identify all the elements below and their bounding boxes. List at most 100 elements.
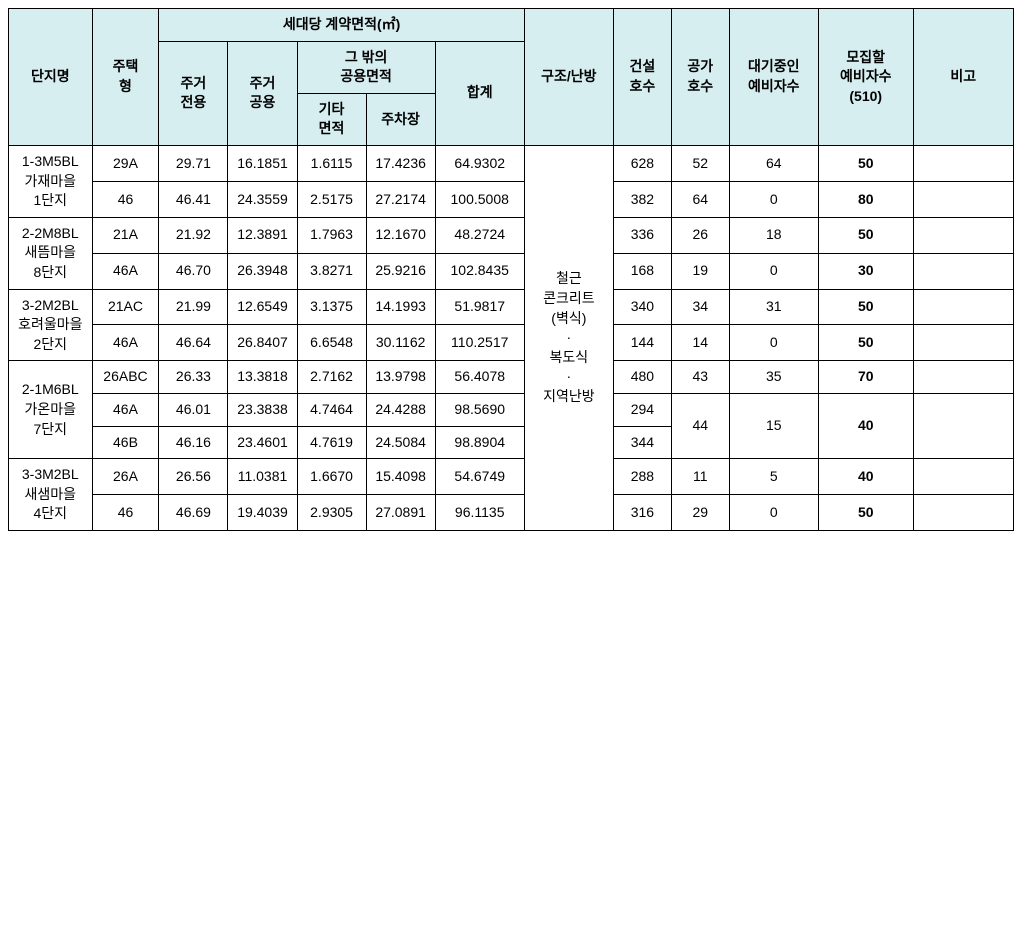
cell-recruit: 50 bbox=[818, 494, 913, 530]
cell-danji: 1-3M5BL가재마을1단지 bbox=[9, 145, 93, 217]
table-row: 3-3M2BL새샘마을4단지 26A 26.56 11.0381 1.6670 … bbox=[9, 459, 1014, 495]
cell-comm: 12.6549 bbox=[228, 289, 297, 325]
cell-etc: 3.8271 bbox=[297, 253, 366, 289]
cell-park: 25.9216 bbox=[366, 253, 435, 289]
cell-danji: 2-1M6BL가온마을7단지 bbox=[9, 361, 93, 459]
cell-wait: 5 bbox=[729, 459, 818, 495]
cell-excl: 26.33 bbox=[159, 361, 228, 394]
cell-etc: 3.1375 bbox=[297, 289, 366, 325]
cell-sum: 98.8904 bbox=[435, 426, 524, 459]
table-row: 2-2M8BL새뜸마을8단지 21A 21.92 12.3891 1.7963 … bbox=[9, 217, 1014, 253]
cell-build: 382 bbox=[613, 181, 671, 217]
cell-type: 26ABC bbox=[92, 361, 159, 394]
cell-supply: 64 bbox=[671, 181, 729, 217]
cell-excl: 21.92 bbox=[159, 217, 228, 253]
th-house-type: 주택형 bbox=[92, 9, 159, 146]
cell-danji: 3-3M2BL새샘마을4단지 bbox=[9, 459, 93, 531]
cell-comm: 11.0381 bbox=[228, 459, 297, 495]
cell-wait: 35 bbox=[729, 361, 818, 394]
th-other-common-area: 그 밖의공용면적 bbox=[297, 41, 435, 93]
cell-remark bbox=[913, 494, 1013, 530]
cell-etc: 4.7619 bbox=[297, 426, 366, 459]
cell-type: 46A bbox=[92, 393, 159, 426]
cell-build: 168 bbox=[613, 253, 671, 289]
table-row: 46 46.41 24.3559 2.5175 27.2174 100.5008… bbox=[9, 181, 1014, 217]
cell-type: 29A bbox=[92, 145, 159, 181]
cell-etc: 6.6548 bbox=[297, 325, 366, 361]
cell-remark bbox=[913, 393, 1013, 458]
cell-wait: 18 bbox=[729, 217, 818, 253]
cell-wait: 64 bbox=[729, 145, 818, 181]
cell-type: 21A bbox=[92, 217, 159, 253]
cell-supply: 19 bbox=[671, 253, 729, 289]
cell-recruit: 50 bbox=[818, 289, 913, 325]
cell-recruit: 40 bbox=[818, 393, 913, 458]
cell-park: 24.5084 bbox=[366, 426, 435, 459]
cell-recruit: 50 bbox=[818, 145, 913, 181]
cell-etc: 1.6115 bbox=[297, 145, 366, 181]
cell-excl: 46.41 bbox=[159, 181, 228, 217]
cell-comm: 26.8407 bbox=[228, 325, 297, 361]
cell-excl: 29.71 bbox=[159, 145, 228, 181]
cell-type: 46 bbox=[92, 181, 159, 217]
cell-structure-heating: 철근콘크리트(벽식)·복도식·지역난방 bbox=[524, 145, 613, 530]
cell-type: 46B bbox=[92, 426, 159, 459]
cell-supply: 29 bbox=[671, 494, 729, 530]
th-recruit-count: 모집할예비자수(510) bbox=[818, 9, 913, 146]
cell-park: 13.9798 bbox=[366, 361, 435, 394]
table-row: 3-2M2BL호려울마을2단지 21AC 21.99 12.6549 3.137… bbox=[9, 289, 1014, 325]
th-structure-heating: 구조/난방 bbox=[524, 9, 613, 146]
cell-comm: 26.3948 bbox=[228, 253, 297, 289]
cell-etc: 1.7963 bbox=[297, 217, 366, 253]
cell-remark bbox=[913, 361, 1013, 394]
cell-supply: 34 bbox=[671, 289, 729, 325]
cell-comm: 12.3891 bbox=[228, 217, 297, 253]
cell-sum: 100.5008 bbox=[435, 181, 524, 217]
cell-comm: 19.4039 bbox=[228, 494, 297, 530]
cell-remark bbox=[913, 217, 1013, 253]
cell-remark bbox=[913, 289, 1013, 325]
cell-type: 46A bbox=[92, 253, 159, 289]
cell-excl: 46.70 bbox=[159, 253, 228, 289]
cell-build: 316 bbox=[613, 494, 671, 530]
cell-excl: 21.99 bbox=[159, 289, 228, 325]
cell-sum: 98.5690 bbox=[435, 393, 524, 426]
cell-build: 336 bbox=[613, 217, 671, 253]
cell-excl: 46.69 bbox=[159, 494, 228, 530]
cell-wait: 0 bbox=[729, 253, 818, 289]
cell-remark bbox=[913, 145, 1013, 181]
cell-remark bbox=[913, 181, 1013, 217]
cell-park: 15.4098 bbox=[366, 459, 435, 495]
cell-comm: 24.3559 bbox=[228, 181, 297, 217]
cell-type: 46 bbox=[92, 494, 159, 530]
cell-build: 144 bbox=[613, 325, 671, 361]
cell-comm: 13.3818 bbox=[228, 361, 297, 394]
th-residence-common: 주거공용 bbox=[228, 41, 297, 145]
cell-remark bbox=[913, 325, 1013, 361]
table-row: 46A 46.64 26.8407 6.6548 30.1162 110.251… bbox=[9, 325, 1014, 361]
housing-table: 단지명 주택형 세대당 계약면적(㎡) 구조/난방 건설호수 공가호수 대기중인… bbox=[8, 8, 1014, 531]
th-construction-count: 건설호수 bbox=[613, 9, 671, 146]
table-row: 46 46.69 19.4039 2.9305 27.0891 96.1135 … bbox=[9, 494, 1014, 530]
cell-build: 628 bbox=[613, 145, 671, 181]
table-header: 단지명 주택형 세대당 계약면적(㎡) 구조/난방 건설호수 공가호수 대기중인… bbox=[9, 9, 1014, 146]
table-row: 46A 46.01 23.3838 4.7464 24.4288 98.5690… bbox=[9, 393, 1014, 426]
cell-supply: 11 bbox=[671, 459, 729, 495]
cell-park: 12.1670 bbox=[366, 217, 435, 253]
cell-recruit: 50 bbox=[818, 217, 913, 253]
cell-recruit: 70 bbox=[818, 361, 913, 394]
cell-etc: 4.7464 bbox=[297, 393, 366, 426]
cell-build: 294 bbox=[613, 393, 671, 426]
th-waiting-count: 대기중인예비자수 bbox=[729, 9, 818, 146]
cell-excl: 46.16 bbox=[159, 426, 228, 459]
cell-etc: 2.9305 bbox=[297, 494, 366, 530]
cell-danji: 3-2M2BL호려울마을2단지 bbox=[9, 289, 93, 361]
table-row: 2-1M6BL가온마을7단지 26ABC 26.33 13.3818 2.716… bbox=[9, 361, 1014, 394]
table-row: 46A 46.70 26.3948 3.8271 25.9216 102.843… bbox=[9, 253, 1014, 289]
cell-build: 344 bbox=[613, 426, 671, 459]
cell-type: 21AC bbox=[92, 289, 159, 325]
cell-park: 24.4288 bbox=[366, 393, 435, 426]
cell-etc: 2.7162 bbox=[297, 361, 366, 394]
th-parking: 주차장 bbox=[366, 93, 435, 145]
cell-comm: 23.4601 bbox=[228, 426, 297, 459]
